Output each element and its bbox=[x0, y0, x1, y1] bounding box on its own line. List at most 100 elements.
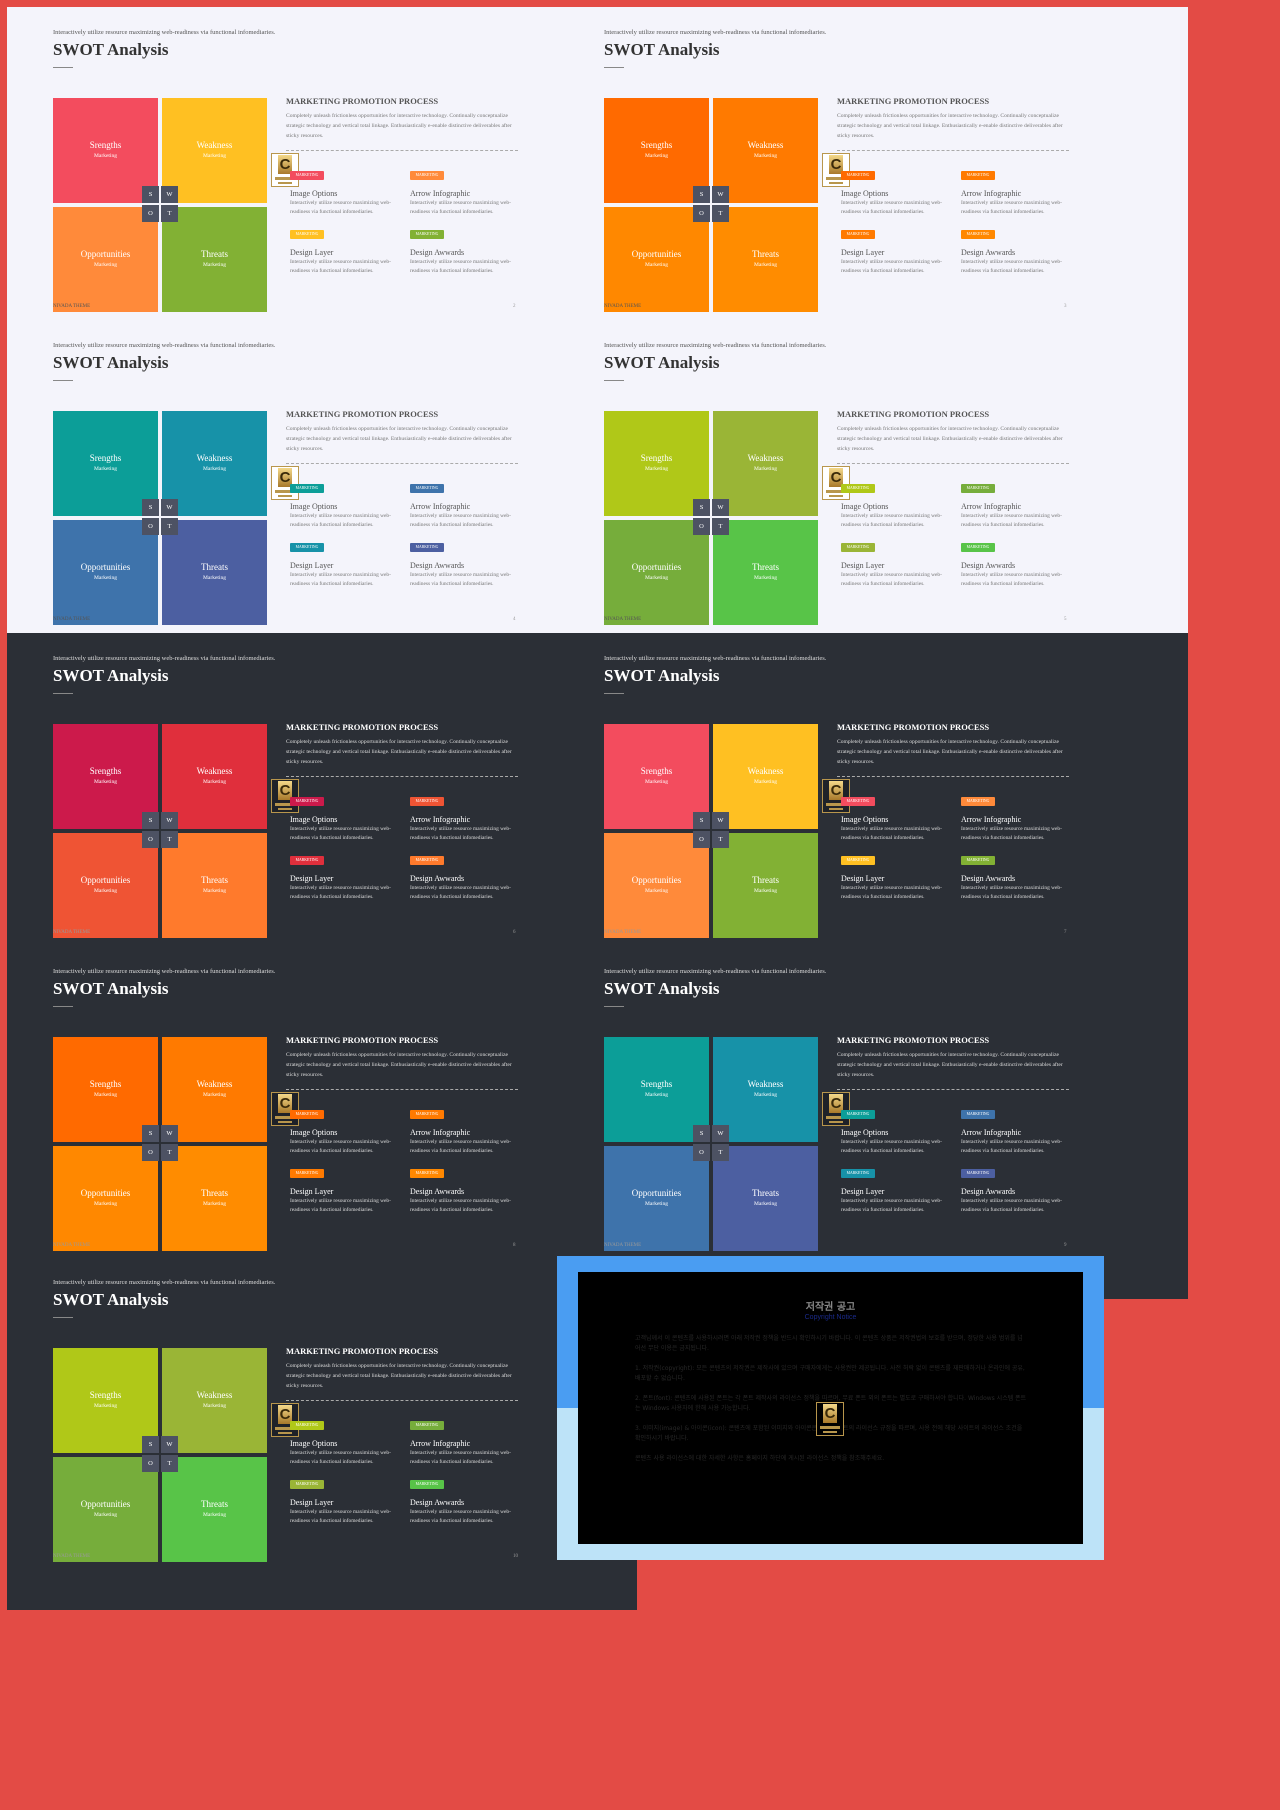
swot-letter-s: S bbox=[142, 1436, 159, 1453]
dashed-divider bbox=[837, 463, 1069, 464]
quadrant-subtitle: Marketing bbox=[645, 1092, 668, 1098]
quadrant-strengths: Srengths Marketing bbox=[53, 98, 158, 203]
swot-letter-o: O bbox=[142, 518, 159, 535]
swot-matrix: Srengths Marketing Weakness Marketing Opport… bbox=[604, 724, 818, 938]
swot-matrix: Srengths Marketing Weakness Marketing Opport… bbox=[53, 1037, 267, 1251]
footer-brand: NIVADA THEME bbox=[604, 304, 642, 309]
page-number: 2 bbox=[513, 304, 516, 309]
feature-name: Design Layer bbox=[841, 248, 885, 257]
page-number: 9 bbox=[1064, 1243, 1067, 1248]
feature-name: Image Options bbox=[290, 189, 338, 198]
quadrant-weakness: Weakness Marketing bbox=[162, 98, 267, 203]
brand-logo: C bbox=[271, 1092, 299, 1126]
feature-description: Interactively utilize resource maximizin… bbox=[290, 885, 391, 900]
logo-bar bbox=[829, 495, 843, 497]
logo-letter: C bbox=[278, 781, 292, 800]
swot-letter-w: W bbox=[161, 1125, 178, 1142]
marketing-badge: MARKETING bbox=[841, 856, 875, 865]
swot-letter-s: S bbox=[142, 812, 159, 829]
quadrant-subtitle: Marketing bbox=[645, 779, 668, 785]
quadrant-subtitle: Marketing bbox=[94, 466, 117, 472]
slide-tagline: Interactively utilize resource maximizin… bbox=[53, 342, 276, 349]
swot-matrix: Srengths Marketing Weakness Marketing Opport… bbox=[53, 411, 267, 625]
feature-description: Interactively utilize resource maximizin… bbox=[841, 1139, 942, 1154]
marketing-badge: MARKETING bbox=[961, 171, 995, 180]
feature-description: Interactively utilize resource maximizin… bbox=[290, 259, 391, 274]
quadrant-weakness: Weakness Marketing bbox=[713, 1037, 818, 1142]
feature-description: Interactively utilize resource maximizin… bbox=[410, 1509, 511, 1524]
process-description: Completely unleash frictionless opportun… bbox=[286, 1363, 512, 1389]
quadrant-subtitle: Marketing bbox=[203, 1403, 226, 1409]
process-description: Completely unleash frictionless opportun… bbox=[837, 739, 1063, 765]
feature-description: Interactively utilize resource maximizin… bbox=[961, 1198, 1062, 1213]
notice-panel: 저작권 공고 Copyright Notice 고객님께서 이 콘텐츠를 사용하시려… bbox=[578, 1272, 1083, 1544]
title-underline bbox=[604, 67, 624, 68]
quadrant-name: Weakness bbox=[196, 766, 233, 776]
process-description: Completely unleash frictionless opportun… bbox=[286, 426, 512, 452]
swot-letter-s: S bbox=[693, 499, 710, 516]
quadrant-name: Opportunities bbox=[631, 249, 682, 259]
page-number: 6 bbox=[513, 930, 516, 935]
process-description: Completely unleash frictionless opportun… bbox=[286, 113, 512, 139]
swot-letter-t: T bbox=[161, 1455, 178, 1472]
footer-brand: NIVADA THEME bbox=[53, 1554, 91, 1559]
quadrant-name: Opportunities bbox=[631, 875, 682, 885]
quadrant-name: Srengths bbox=[640, 140, 673, 150]
quadrant-subtitle: Marketing bbox=[754, 466, 777, 472]
quadrant-name: Srengths bbox=[640, 453, 673, 463]
process-title: MARKETING PROMOTION PROCESS bbox=[837, 96, 990, 106]
swot-letter-o: O bbox=[142, 1144, 159, 1161]
quadrant-name: Weakness bbox=[196, 1079, 233, 1089]
swot-matrix: Srengths Marketing Weakness Marketing Opport… bbox=[53, 98, 267, 312]
swot-letter-o: O bbox=[142, 205, 159, 222]
brand-logo: C bbox=[271, 779, 299, 813]
brand-logo: C bbox=[271, 153, 299, 187]
swot-slide: Interactively utilize resource maximizin… bbox=[558, 946, 1188, 1299]
quadrant-name: Threats bbox=[201, 562, 228, 572]
footer-brand: NIVADA THEME bbox=[604, 930, 642, 935]
quadrant-name: Srengths bbox=[640, 766, 673, 776]
swot-letter-t: T bbox=[161, 1144, 178, 1161]
quadrant-name: Weakness bbox=[747, 766, 784, 776]
quadrant-strengths: Srengths Marketing bbox=[604, 98, 709, 203]
logo-letter: C bbox=[278, 468, 292, 487]
slide-title: SWOT Analysis bbox=[604, 40, 720, 59]
feature-description: Interactively utilize resource maximizin… bbox=[961, 200, 1062, 215]
quadrant-opportunities: Opportunities Marketing bbox=[53, 1146, 158, 1251]
logo-letter: C bbox=[829, 1094, 843, 1113]
feature-name: Arrow Infographic bbox=[961, 502, 1022, 511]
brand-logo: C bbox=[816, 1402, 844, 1436]
brand-logo: C bbox=[822, 779, 850, 813]
logo-bar bbox=[275, 177, 295, 180]
logo-bar bbox=[829, 182, 843, 184]
dashed-divider bbox=[286, 463, 518, 464]
quadrant-strengths: Srengths Marketing bbox=[604, 724, 709, 829]
quadrant-subtitle: Marketing bbox=[203, 888, 226, 894]
feature-description: Interactively utilize resource maximizin… bbox=[410, 200, 511, 215]
swot-letter-s: S bbox=[693, 812, 710, 829]
quadrant-weakness: Weakness Marketing bbox=[162, 724, 267, 829]
feature-name: Arrow Infographic bbox=[410, 189, 471, 198]
logo-bar bbox=[826, 1116, 846, 1119]
quadrant-subtitle: Marketing bbox=[754, 262, 777, 268]
marketing-badge: MARKETING bbox=[841, 543, 875, 552]
marketing-badge: MARKETING bbox=[410, 543, 444, 552]
dashed-divider bbox=[837, 150, 1069, 151]
quadrant-subtitle: Marketing bbox=[94, 1403, 117, 1409]
swot-letter-s: S bbox=[693, 186, 710, 203]
process-title: MARKETING PROMOTION PROCESS bbox=[286, 96, 439, 106]
swot-letter-t: T bbox=[712, 831, 729, 848]
dashed-divider bbox=[286, 1089, 518, 1090]
swot-slide: Interactively utilize resource maximizin… bbox=[7, 7, 637, 360]
swot-letter-t: T bbox=[712, 205, 729, 222]
feature-description: Interactively utilize resource maximizin… bbox=[841, 513, 942, 528]
notice-title: 저작권 공고 bbox=[805, 1302, 856, 1313]
swot-letter-s: S bbox=[693, 1125, 710, 1142]
feature-description: Interactively utilize resource maximizin… bbox=[841, 1198, 942, 1213]
feature-name: Design Awwards bbox=[961, 561, 1016, 570]
feature-name: Arrow Infographic bbox=[410, 502, 471, 511]
swot-letter-o: O bbox=[693, 205, 710, 222]
quadrant-strengths: Srengths Marketing bbox=[53, 1348, 158, 1453]
marketing-badge: MARKETING bbox=[961, 856, 995, 865]
quadrant-name: Threats bbox=[201, 875, 228, 885]
